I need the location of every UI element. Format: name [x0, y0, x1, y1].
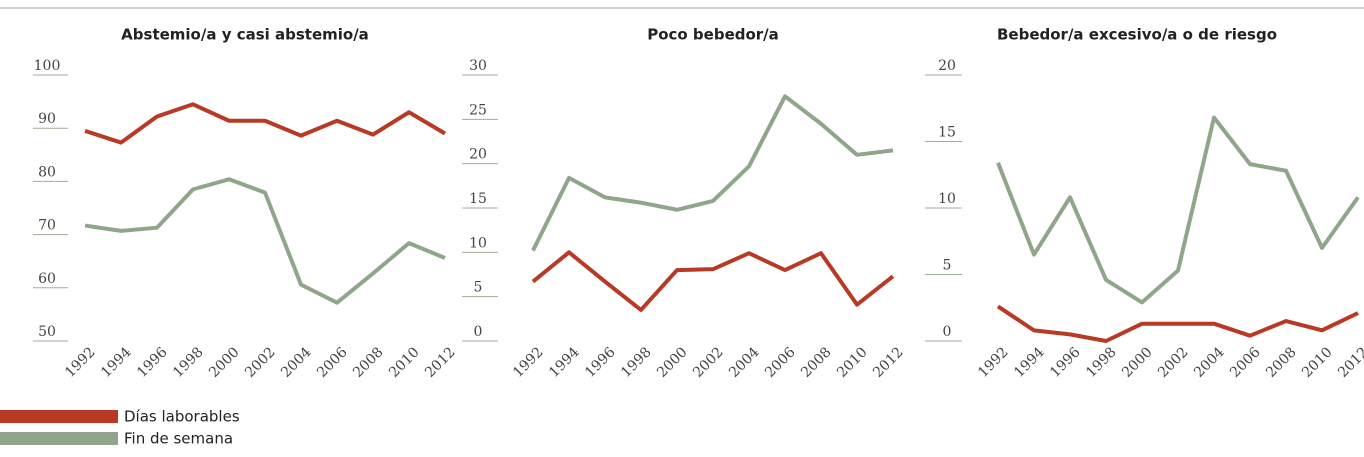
- y-tick-label: 10: [938, 191, 956, 207]
- x-tick-label: 2012: [870, 344, 907, 381]
- x-tick-label: 2002: [690, 344, 727, 381]
- x-tick-label: 2008: [350, 344, 387, 381]
- data-line: [996, 304, 1359, 343]
- data-line: [531, 250, 895, 312]
- data-line: [531, 94, 894, 252]
- legend-swatch: [0, 410, 118, 423]
- y-tick-label: 15: [938, 125, 956, 141]
- x-tick-label: 1994: [1011, 344, 1048, 381]
- x-tick-label: 2002: [242, 344, 279, 381]
- y-tick-label: 15: [469, 191, 487, 207]
- x-tick-label: 2008: [1263, 344, 1300, 381]
- data-line: [996, 115, 1360, 305]
- y-tick-label: 20: [469, 147, 487, 163]
- x-tick-label: 2010: [386, 344, 423, 381]
- y-tick-label: 5: [474, 280, 483, 296]
- legend-swatch: [0, 432, 118, 445]
- x-tick-label: 1998: [1083, 344, 1120, 381]
- x-tick-label: 1996: [1047, 344, 1084, 381]
- legend-label: Fin de semana: [124, 430, 233, 448]
- x-tick-label: 1998: [170, 344, 207, 381]
- x-tick-label: 2000: [654, 344, 691, 381]
- y-tick-label: 30: [469, 58, 487, 74]
- x-tick-label: 2004: [278, 344, 315, 381]
- y-tick-label: 0: [474, 324, 483, 340]
- x-tick-label: 2004: [1191, 344, 1228, 381]
- x-tick-label: 1994: [98, 344, 135, 381]
- x-tick-label: 2000: [1119, 344, 1156, 381]
- y-tick-label: 0: [943, 324, 952, 340]
- x-tick-label: 2012: [1335, 344, 1364, 381]
- x-tick-label: 2002: [1155, 344, 1192, 381]
- x-tick-label: 2004: [726, 344, 763, 381]
- x-tick-label: 2006: [314, 344, 351, 381]
- x-tick-label: 1992: [62, 344, 99, 381]
- x-tick-label: 2006: [1227, 344, 1264, 381]
- x-tick-label: 1998: [618, 344, 655, 381]
- data-line: [84, 102, 447, 145]
- y-tick-label: 70: [38, 218, 56, 234]
- x-tick-label: 1992: [975, 344, 1012, 381]
- x-tick-label: 1996: [134, 344, 171, 381]
- y-tick-label: 20: [938, 58, 956, 74]
- x-tick-label: 2012: [422, 344, 459, 381]
- x-tick-label: 2010: [834, 344, 871, 381]
- chart-title: Abstemio/a y casi abstemio/a: [121, 26, 369, 44]
- y-tick-label: 80: [38, 164, 56, 180]
- y-tick-label: 50: [38, 324, 56, 340]
- x-tick-label: 2010: [1299, 344, 1336, 381]
- chart-title: Poco bebedor/a: [647, 26, 779, 44]
- y-tick-label: 25: [469, 102, 487, 118]
- y-tick-label: 5: [943, 258, 952, 274]
- y-tick-label: 90: [38, 111, 56, 127]
- x-tick-label: 2008: [798, 344, 835, 381]
- chart-title: Bebedor/a excesivo/a o de riesgo: [997, 26, 1277, 44]
- x-tick-label: 1992: [510, 344, 547, 381]
- y-tick-label: 10: [469, 235, 487, 251]
- y-tick-label: 60: [38, 271, 56, 287]
- legend-label: Días laborables: [124, 408, 240, 426]
- x-tick-label: 2006: [762, 344, 799, 381]
- x-tick-label: 2000: [206, 344, 243, 381]
- x-tick-label: 1996: [582, 344, 619, 381]
- x-tick-label: 1994: [546, 344, 583, 381]
- y-tick-label: 100: [34, 58, 61, 74]
- data-line: [84, 177, 446, 305]
